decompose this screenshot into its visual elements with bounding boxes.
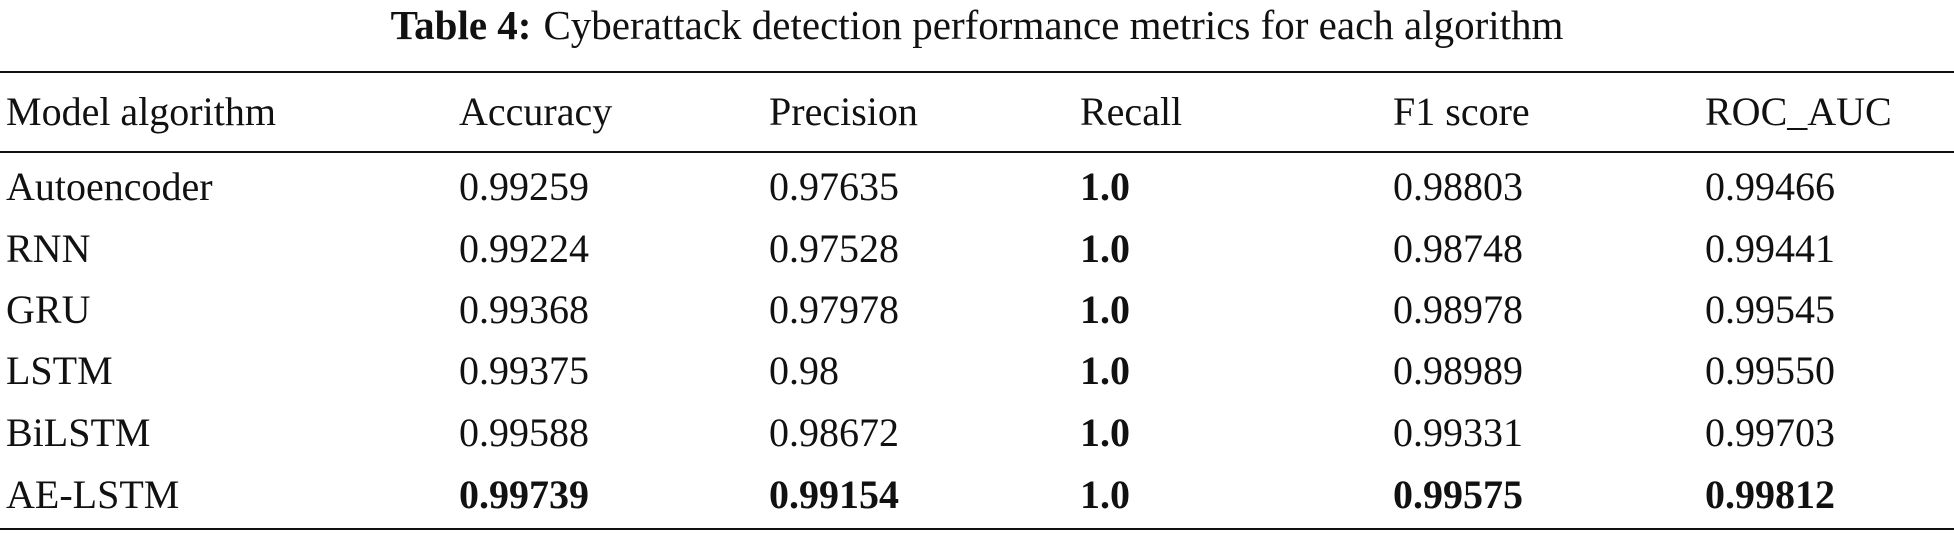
table-cell: 0.97978 [769, 287, 899, 332]
table-cell: RNN [6, 226, 91, 271]
table-cell: GRU [6, 287, 91, 332]
table-cell: 1.0 [1080, 410, 1130, 455]
table-cell: 0.99259 [459, 164, 589, 209]
table-cell: 1.0 [1080, 164, 1130, 209]
table-cell: 0.98672 [769, 410, 899, 455]
table-row: GRU 0.99368 0.97978 1.0 0.98978 0.99545 [0, 280, 1954, 340]
table-cell: 0.99466 [1705, 164, 1835, 209]
table-row: Autoencoder 0.99259 0.97635 1.0 0.98803 0.994… [0, 157, 1954, 217]
table-cell: 0.99441 [1705, 226, 1835, 271]
table-cell: 1.0 [1080, 226, 1130, 271]
table-row: BiLSTM 0.99588 0.98672 1.0 0.99331 0.99703 [0, 403, 1954, 463]
table-cell: 0.97635 [769, 164, 899, 209]
table-cell: 0.98978 [1393, 287, 1523, 332]
table-row: LSTM 0.99375 0.98 1.0 0.98989 0.99550 [0, 341, 1954, 401]
caption-text: Cyberattack detection performance metric… [543, 2, 1564, 48]
table-cell: Autoencoder [6, 164, 213, 209]
table-cell: 0.98989 [1393, 348, 1523, 393]
table-cell: 0.98748 [1393, 226, 1523, 271]
table-cell: 0.99550 [1705, 348, 1835, 393]
table-cell: BiLSTM [6, 410, 151, 455]
table-cell: 0.97528 [769, 226, 899, 271]
table-row: AE-LSTM 0.99739 0.99154 1.0 0.99575 0.99812 [0, 465, 1954, 525]
table-cell: 1.0 [1080, 287, 1130, 332]
table-cell: 0.99331 [1393, 410, 1523, 455]
table-cell: 0.99588 [459, 410, 589, 455]
table-cell: AE-LSTM [6, 472, 180, 517]
table-cell: 0.99375 [459, 348, 589, 393]
table-row: RNN 0.99224 0.97528 1.0 0.98748 0.99441 [0, 219, 1954, 279]
table-cell: 0.99224 [459, 226, 589, 271]
header-row: Model algorithm Accuracy Precision Recall F1… [0, 82, 1954, 142]
table-cell: LSTM [6, 348, 113, 393]
top-rule [0, 71, 1954, 73]
table-cell: Model algorithm [6, 89, 276, 134]
table-cell: 1.0 [1080, 348, 1130, 393]
table-cell: 0.99368 [459, 287, 589, 332]
table-cell: F1 score [1393, 89, 1530, 134]
table-cell: 0.99703 [1705, 410, 1835, 455]
table-cell: 0.99739 [459, 472, 589, 517]
table-cell: Precision [769, 89, 918, 134]
table-cell: Recall [1080, 89, 1183, 134]
table-cell: 0.98 [769, 348, 839, 393]
header-rule [0, 151, 1954, 153]
table-caption: Table 4: Cyberattack detection performanc… [0, 0, 1954, 50]
caption-label: Table 4: [390, 2, 532, 48]
table-cell: 0.99154 [769, 472, 899, 517]
table-cell: ROC_AUC [1705, 89, 1892, 134]
table-cell: 0.98803 [1393, 164, 1523, 209]
table-cell: 1.0 [1080, 472, 1130, 517]
table-cell: Accuracy [459, 89, 613, 134]
bottom-rule [0, 528, 1954, 530]
table-cell: 0.99812 [1705, 472, 1835, 517]
table-cell: 0.99545 [1705, 287, 1835, 332]
table-cell: 0.99575 [1393, 472, 1523, 517]
